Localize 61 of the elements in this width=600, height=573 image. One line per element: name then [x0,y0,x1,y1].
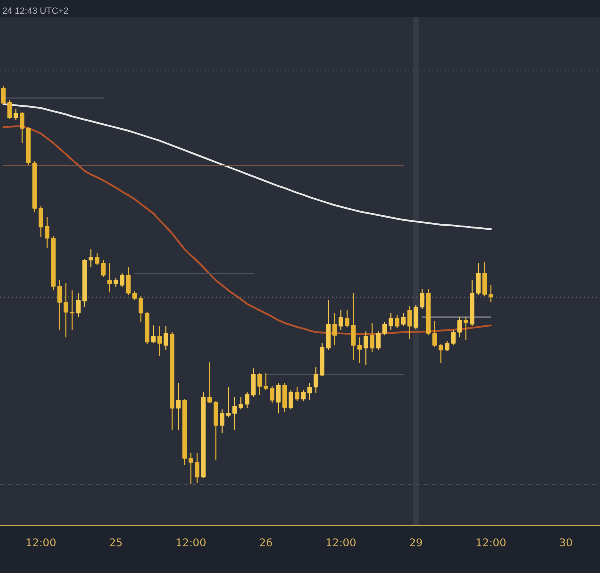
candlestick [445,341,450,352]
candlestick [282,382,288,413]
candlestick [20,112,25,144]
candlestick [101,260,106,278]
candlestick [88,249,94,268]
x-tick-label: 12:00 [176,536,207,550]
candlestick [338,310,344,331]
candlestick [64,282,68,338]
candlestick [164,326,168,351]
candlestick [408,306,412,340]
x-tick-label: 12:00 [26,536,57,550]
candlestick [258,372,262,396]
candlestick [332,312,338,346]
candlestick [158,326,162,357]
candlestick [132,290,138,302]
x-tick-label: 30 [559,536,574,550]
candlestick [14,108,18,121]
candlestick [464,316,468,341]
candlestick [264,372,268,392]
candlestick [488,284,494,304]
candlestick [432,320,438,348]
candlestick [126,267,131,296]
x-tick-label: 29 [409,536,424,550]
candlestick [270,386,275,404]
candlestick [245,392,250,409]
candlestick [151,325,156,344]
candlestick [438,344,444,364]
candlestick [482,262,488,298]
candlestick [70,290,75,331]
candlestick [195,452,200,484]
candlestick [214,400,218,462]
candlestick [220,409,225,434]
candlestick [276,382,281,414]
candlestick [364,331,368,366]
candlestick [288,390,294,410]
candlestick [395,314,400,329]
candlestick [401,312,406,327]
candlestick [376,331,381,351]
candlestick [188,452,194,485]
candlestick [251,368,256,398]
candlestick [370,322,375,353]
candlestick [358,337,362,364]
candlestick [451,330,456,346]
candlestick [176,382,181,431]
candlestick [345,310,350,328]
candlestick [458,316,462,338]
candlestick [238,396,244,410]
candlestick [476,263,481,296]
x-tick-label: 12:00 [326,536,357,550]
candlestick [295,386,300,402]
x-tick-label: 12:00 [476,536,507,550]
candlestick [351,292,356,361]
candlestick [208,362,212,404]
candlestick [95,253,100,266]
candlestick [388,312,394,331]
x-tick-label: 26 [259,536,274,550]
candlestick [326,300,331,351]
candlestick [108,263,112,294]
candlestick [382,322,388,336]
text: 24 12:43 UTC+2 [2,6,69,16]
x-tick-label: 25 [109,536,123,550]
